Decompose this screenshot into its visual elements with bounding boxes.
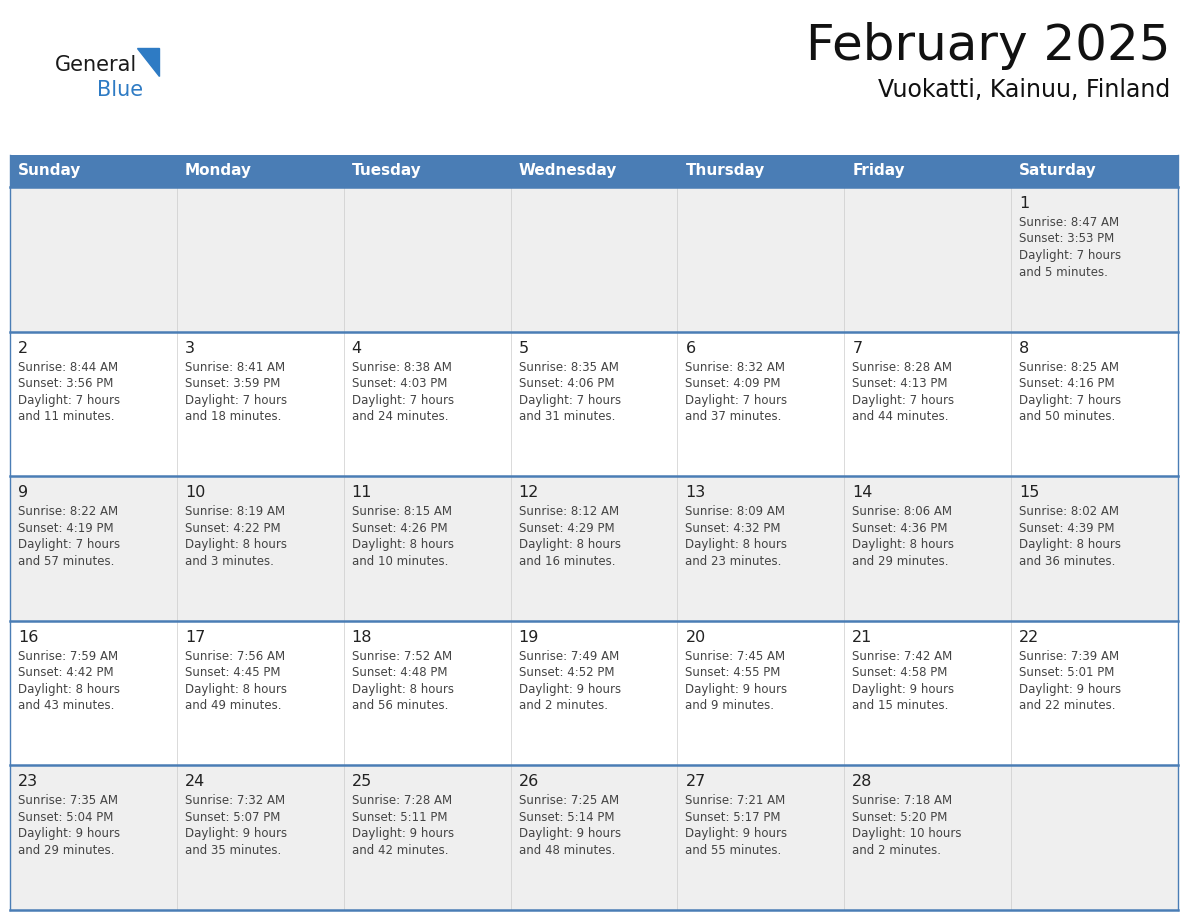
Text: Sunrise: 8:28 AM
Sunset: 4:13 PM
Daylight: 7 hours
and 44 minutes.: Sunrise: 8:28 AM Sunset: 4:13 PM Dayligh… — [852, 361, 954, 423]
Text: Sunrise: 8:02 AM
Sunset: 4:39 PM
Daylight: 8 hours
and 36 minutes.: Sunrise: 8:02 AM Sunset: 4:39 PM Dayligh… — [1019, 505, 1121, 567]
Bar — [343, 155, 511, 187]
Text: Sunrise: 7:21 AM
Sunset: 5:17 PM
Daylight: 9 hours
and 55 minutes.: Sunrise: 7:21 AM Sunset: 5:17 PM Dayligh… — [685, 794, 788, 856]
Text: 2: 2 — [18, 341, 29, 355]
Text: Sunrise: 7:56 AM
Sunset: 4:45 PM
Daylight: 8 hours
and 49 minutes.: Sunrise: 7:56 AM Sunset: 4:45 PM Dayligh… — [185, 650, 286, 712]
Polygon shape — [137, 48, 159, 76]
Text: Sunrise: 7:52 AM
Sunset: 4:48 PM
Daylight: 8 hours
and 56 minutes.: Sunrise: 7:52 AM Sunset: 4:48 PM Dayligh… — [352, 650, 454, 712]
Bar — [845, 155, 1011, 187]
Text: 19: 19 — [519, 630, 539, 644]
Text: Sunrise: 7:28 AM
Sunset: 5:11 PM
Daylight: 9 hours
and 42 minutes.: Sunrise: 7:28 AM Sunset: 5:11 PM Dayligh… — [352, 794, 454, 856]
Text: Sunrise: 7:59 AM
Sunset: 4:42 PM
Daylight: 8 hours
and 43 minutes.: Sunrise: 7:59 AM Sunset: 4:42 PM Dayligh… — [18, 650, 120, 712]
Text: 26: 26 — [519, 775, 539, 789]
Bar — [10, 476, 1178, 621]
Bar — [1011, 155, 1178, 187]
Bar — [511, 155, 677, 187]
Bar — [10, 766, 1178, 910]
Text: 25: 25 — [352, 775, 372, 789]
Text: 8: 8 — [1019, 341, 1029, 355]
Text: Thursday: Thursday — [685, 163, 765, 178]
Text: Sunrise: 7:39 AM
Sunset: 5:01 PM
Daylight: 9 hours
and 22 minutes.: Sunrise: 7:39 AM Sunset: 5:01 PM Dayligh… — [1019, 650, 1121, 712]
Text: 21: 21 — [852, 630, 873, 644]
Text: 27: 27 — [685, 775, 706, 789]
Text: Sunrise: 8:09 AM
Sunset: 4:32 PM
Daylight: 8 hours
and 23 minutes.: Sunrise: 8:09 AM Sunset: 4:32 PM Dayligh… — [685, 505, 788, 567]
Text: 15: 15 — [1019, 486, 1040, 500]
Text: Blue: Blue — [97, 80, 143, 100]
Bar — [177, 155, 343, 187]
Text: 1: 1 — [1019, 196, 1029, 211]
Text: Sunrise: 7:42 AM
Sunset: 4:58 PM
Daylight: 9 hours
and 15 minutes.: Sunrise: 7:42 AM Sunset: 4:58 PM Dayligh… — [852, 650, 954, 712]
Text: 13: 13 — [685, 486, 706, 500]
Text: Sunrise: 8:25 AM
Sunset: 4:16 PM
Daylight: 7 hours
and 50 minutes.: Sunrise: 8:25 AM Sunset: 4:16 PM Dayligh… — [1019, 361, 1121, 423]
Text: 6: 6 — [685, 341, 695, 355]
Bar — [10, 155, 177, 187]
Text: Sunrise: 8:32 AM
Sunset: 4:09 PM
Daylight: 7 hours
and 37 minutes.: Sunrise: 8:32 AM Sunset: 4:09 PM Dayligh… — [685, 361, 788, 423]
Text: Wednesday: Wednesday — [519, 163, 617, 178]
Text: 20: 20 — [685, 630, 706, 644]
Bar — [10, 187, 1178, 331]
Text: Vuokatti, Kainuu, Finland: Vuokatti, Kainuu, Finland — [878, 78, 1170, 102]
Text: 23: 23 — [18, 775, 38, 789]
Bar — [677, 155, 845, 187]
Text: 10: 10 — [185, 486, 206, 500]
Text: 7: 7 — [852, 341, 862, 355]
Text: Sunrise: 7:49 AM
Sunset: 4:52 PM
Daylight: 9 hours
and 2 minutes.: Sunrise: 7:49 AM Sunset: 4:52 PM Dayligh… — [519, 650, 620, 712]
Text: Sunrise: 7:18 AM
Sunset: 5:20 PM
Daylight: 10 hours
and 2 minutes.: Sunrise: 7:18 AM Sunset: 5:20 PM Dayligh… — [852, 794, 962, 856]
Text: 5: 5 — [519, 341, 529, 355]
Text: Friday: Friday — [852, 163, 905, 178]
Text: Sunrise: 8:35 AM
Sunset: 4:06 PM
Daylight: 7 hours
and 31 minutes.: Sunrise: 8:35 AM Sunset: 4:06 PM Dayligh… — [519, 361, 620, 423]
Text: Monday: Monday — [185, 163, 252, 178]
Text: 11: 11 — [352, 486, 372, 500]
Text: 4: 4 — [352, 341, 362, 355]
Text: 14: 14 — [852, 486, 873, 500]
Text: Sunrise: 8:06 AM
Sunset: 4:36 PM
Daylight: 8 hours
and 29 minutes.: Sunrise: 8:06 AM Sunset: 4:36 PM Dayligh… — [852, 505, 954, 567]
Text: Sunrise: 8:15 AM
Sunset: 4:26 PM
Daylight: 8 hours
and 10 minutes.: Sunrise: 8:15 AM Sunset: 4:26 PM Dayligh… — [352, 505, 454, 567]
Text: 3: 3 — [185, 341, 195, 355]
Text: 16: 16 — [18, 630, 38, 644]
Text: Sunday: Sunday — [18, 163, 81, 178]
Text: Sunrise: 8:44 AM
Sunset: 3:56 PM
Daylight: 7 hours
and 11 minutes.: Sunrise: 8:44 AM Sunset: 3:56 PM Dayligh… — [18, 361, 120, 423]
Text: Saturday: Saturday — [1019, 163, 1097, 178]
Text: Tuesday: Tuesday — [352, 163, 422, 178]
Text: Sunrise: 8:12 AM
Sunset: 4:29 PM
Daylight: 8 hours
and 16 minutes.: Sunrise: 8:12 AM Sunset: 4:29 PM Dayligh… — [519, 505, 620, 567]
Text: Sunrise: 8:38 AM
Sunset: 4:03 PM
Daylight: 7 hours
and 24 minutes.: Sunrise: 8:38 AM Sunset: 4:03 PM Dayligh… — [352, 361, 454, 423]
Bar — [10, 621, 1178, 766]
Bar — [10, 331, 1178, 476]
Text: Sunrise: 8:41 AM
Sunset: 3:59 PM
Daylight: 7 hours
and 18 minutes.: Sunrise: 8:41 AM Sunset: 3:59 PM Dayligh… — [185, 361, 287, 423]
Text: Sunrise: 8:47 AM
Sunset: 3:53 PM
Daylight: 7 hours
and 5 minutes.: Sunrise: 8:47 AM Sunset: 3:53 PM Dayligh… — [1019, 216, 1121, 278]
Text: 18: 18 — [352, 630, 372, 644]
Text: Sunrise: 7:32 AM
Sunset: 5:07 PM
Daylight: 9 hours
and 35 minutes.: Sunrise: 7:32 AM Sunset: 5:07 PM Dayligh… — [185, 794, 287, 856]
Text: General: General — [55, 55, 138, 75]
Text: February 2025: February 2025 — [805, 22, 1170, 70]
Text: 24: 24 — [185, 775, 206, 789]
Text: 9: 9 — [18, 486, 29, 500]
Text: 22: 22 — [1019, 630, 1040, 644]
Text: Sunrise: 7:45 AM
Sunset: 4:55 PM
Daylight: 9 hours
and 9 minutes.: Sunrise: 7:45 AM Sunset: 4:55 PM Dayligh… — [685, 650, 788, 712]
Text: Sunrise: 8:19 AM
Sunset: 4:22 PM
Daylight: 8 hours
and 3 minutes.: Sunrise: 8:19 AM Sunset: 4:22 PM Dayligh… — [185, 505, 286, 567]
Text: 28: 28 — [852, 775, 873, 789]
Text: Sunrise: 7:35 AM
Sunset: 5:04 PM
Daylight: 9 hours
and 29 minutes.: Sunrise: 7:35 AM Sunset: 5:04 PM Dayligh… — [18, 794, 120, 856]
Text: Sunrise: 7:25 AM
Sunset: 5:14 PM
Daylight: 9 hours
and 48 minutes.: Sunrise: 7:25 AM Sunset: 5:14 PM Dayligh… — [519, 794, 620, 856]
Text: 12: 12 — [519, 486, 539, 500]
Text: Sunrise: 8:22 AM
Sunset: 4:19 PM
Daylight: 7 hours
and 57 minutes.: Sunrise: 8:22 AM Sunset: 4:19 PM Dayligh… — [18, 505, 120, 567]
Text: 17: 17 — [185, 630, 206, 644]
